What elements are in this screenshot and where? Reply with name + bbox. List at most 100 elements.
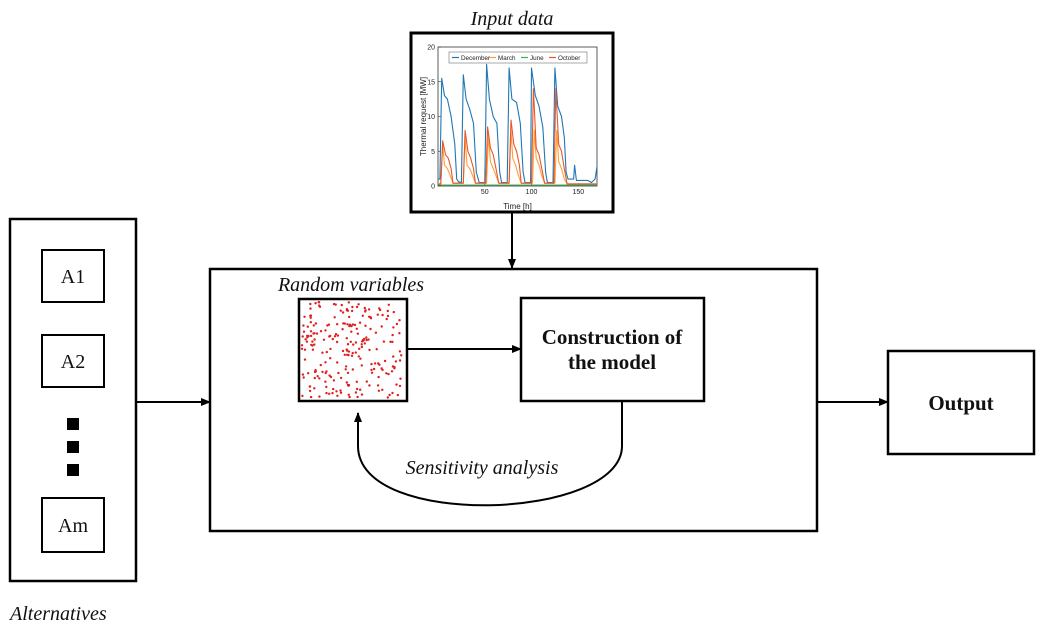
random-point [392,355,395,358]
random-point [347,350,351,353]
construction-label-line1: Construction of [542,325,684,349]
random-point [331,337,334,341]
random-point [303,315,306,318]
random-point [302,324,305,327]
random-point [376,384,380,387]
random-point [339,391,343,394]
random-point [344,365,348,368]
random-point [319,330,323,333]
random-point [350,330,353,333]
random-variables-label: Random variables [277,274,424,296]
random-point [343,353,346,356]
random-point [399,377,402,380]
random-point [313,387,316,390]
random-point [398,384,402,388]
random-point [325,370,328,373]
random-point [360,393,364,396]
random-point [367,338,370,341]
random-point [363,337,366,341]
random-point [312,324,315,327]
random-point [300,347,304,350]
random-point [363,306,366,310]
random-point [359,357,362,360]
random-point [315,332,319,335]
random-point [360,343,363,346]
random-point [372,367,376,371]
y-tick-label: 5 [431,149,435,156]
model-process-box [208,267,819,533]
random-point [348,395,351,399]
random-point [349,340,352,343]
random-point [386,396,389,399]
random-point [387,372,390,376]
random-point [346,371,350,375]
random-point [369,317,373,320]
random-point [355,387,359,391]
random-point [301,394,304,398]
random-point [364,310,367,313]
ellipsis-square-1 [67,418,79,430]
random-point [319,363,322,367]
random-point [380,367,383,370]
thermal-request-plot: 0 5 10 15 20 50 100 150 Time [h] Thermal request … [419,45,598,211]
random-point [350,354,354,357]
random-point [361,314,364,317]
random-point [314,322,318,325]
random-point [346,323,349,326]
random-point [353,323,357,327]
random-point [375,348,378,351]
legend-entry: October [558,55,580,62]
random-point [370,362,373,366]
random-point [306,334,309,337]
random-point [385,372,388,375]
random-point [309,307,312,310]
random-point [354,351,357,354]
random-point [357,355,360,358]
alternative-label-a1: A1 [61,266,85,288]
random-point [364,324,367,327]
random-point [309,321,312,324]
alternative-label-am: Am [58,515,88,537]
random-point [357,303,360,306]
random-point [386,309,389,313]
random-point [376,313,379,316]
random-point [332,387,335,391]
random-point [346,343,350,346]
random-point [345,337,348,340]
y-tick-label: 15 [427,79,435,86]
alternatives-label: Alternatives [8,603,107,625]
random-point [336,361,339,364]
random-point [365,336,368,339]
random-point [336,323,339,326]
random-point [398,350,402,353]
random-point [365,380,368,383]
random-point [374,331,378,334]
ellipsis-square-3 [67,464,79,476]
sensitivity-analysis-label: Sensitivity analysis [406,457,559,479]
random-point [347,301,350,304]
random-point [377,362,380,365]
random-point [388,393,391,397]
random-point [355,327,358,330]
random-point [370,371,374,374]
random-point [326,324,329,327]
random-point [309,314,312,317]
random-point [381,313,384,317]
random-point [348,324,351,328]
random-point [322,338,326,341]
random-point [355,380,358,383]
random-point [381,388,384,391]
random-point [325,391,328,395]
random-point [377,375,380,379]
random-point [311,340,314,343]
random-point [358,347,361,350]
random-point [387,303,390,306]
alternative-box-a2 [41,334,105,388]
random-point [334,303,337,306]
random-point [306,325,309,328]
legend-entry: June [530,55,544,62]
random-point [307,372,310,375]
random-point [337,371,340,375]
random-point [309,302,312,306]
random-point [300,344,304,347]
